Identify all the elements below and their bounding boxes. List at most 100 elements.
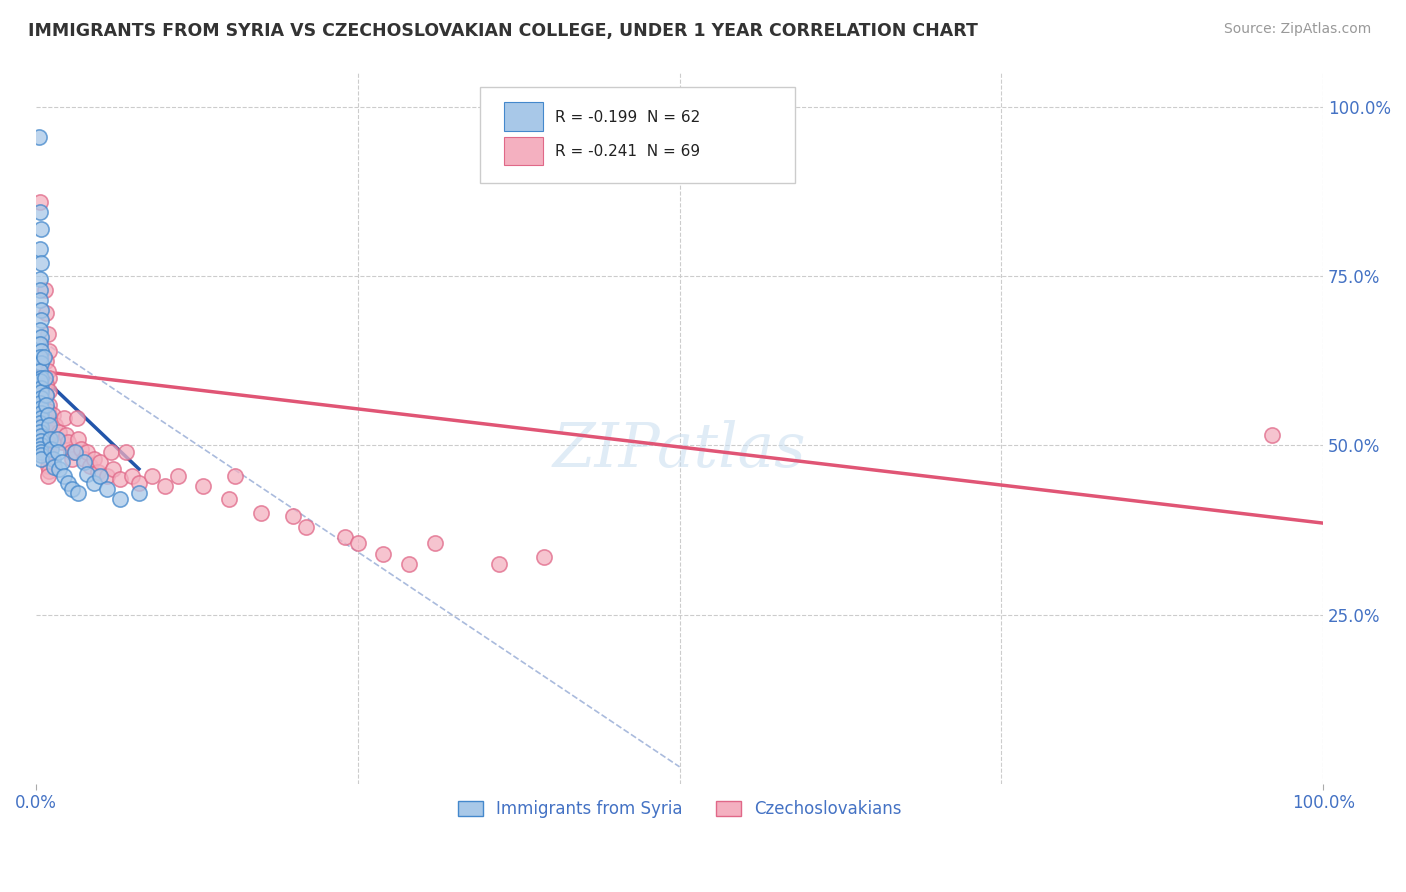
Point [34,283,56,297]
Point [83,451,105,466]
Point [37,404,59,418]
Point [1260,428,1282,442]
FancyBboxPatch shape [505,137,543,165]
Point [28,194,51,209]
Point [35,387,58,401]
Point [41,408,63,422]
Point [35,387,58,401]
Point [38,398,60,412]
Point [70,442,93,456]
Point [30,385,52,400]
Point [166,468,188,483]
Point [60,483,83,497]
Point [30,434,52,449]
Point [63,445,86,459]
Point [42,459,65,474]
Point [83,475,105,490]
Point [153,479,176,493]
Point [28,242,51,256]
Point [39,432,62,446]
FancyBboxPatch shape [505,102,543,130]
Point [38,343,60,358]
Point [76,467,98,481]
Point [38,464,60,478]
Point [346,536,368,550]
Point [46,445,69,459]
Point [30,449,52,463]
Point [30,330,52,344]
Point [28,272,51,286]
Point [60,451,83,466]
Point [41,451,63,466]
Point [28,416,51,430]
Point [37,326,59,341]
Point [38,408,60,422]
Point [28,283,51,297]
Point [48,462,70,476]
Point [37,438,59,452]
Point [28,336,51,351]
Text: IMMIGRANTS FROM SYRIA VS CZECHOSLOVAKIAN COLLEGE, UNDER 1 YEAR CORRELATION CHART: IMMIGRANTS FROM SYRIA VS CZECHOSLOVAKIAN… [28,22,979,40]
Point [48,425,70,439]
Point [193,479,215,493]
Point [37,364,59,378]
Point [30,302,52,317]
Legend: Immigrants from Syria, Czechoslovakians: Immigrants from Syria, Czechoslovakians [451,794,908,825]
Point [79,458,101,473]
Point [28,374,51,388]
Point [53,468,76,483]
Point [27,130,49,145]
Point [37,468,59,483]
Point [38,445,60,459]
Point [38,417,60,432]
Point [45,432,67,446]
Point [51,434,73,449]
Point [56,475,79,490]
Point [30,313,52,327]
Point [141,468,163,483]
Point [30,438,52,452]
Point [28,396,51,410]
Point [283,509,305,524]
Point [45,432,67,446]
Point [96,483,118,497]
Point [55,428,77,442]
Point [115,445,138,459]
Point [96,468,118,483]
Point [67,485,90,500]
Text: R = -0.241  N = 69: R = -0.241 N = 69 [555,145,700,160]
Point [121,468,143,483]
Point [35,306,58,320]
Point [28,442,51,456]
Point [38,370,60,384]
Point [38,417,60,432]
Point [37,458,59,473]
Point [35,353,58,368]
Point [30,391,52,405]
Point [30,445,52,459]
Point [56,434,79,449]
Point [67,432,90,446]
Point [100,445,122,459]
Point [30,343,52,358]
Point [218,492,240,507]
Point [128,485,150,500]
Point [333,530,356,544]
Point [224,468,246,483]
Point [30,255,52,269]
Point [30,420,52,434]
Point [30,429,52,443]
Point [30,356,52,370]
Point [89,468,111,483]
Point [72,451,94,466]
Point [38,384,60,398]
Point [423,536,446,550]
Point [63,445,86,459]
Point [108,492,131,507]
Point [295,519,318,533]
Text: Source: ZipAtlas.com: Source: ZipAtlas.com [1223,22,1371,37]
Point [108,472,131,486]
Point [37,425,59,439]
Point [72,455,94,469]
Point [30,406,52,420]
